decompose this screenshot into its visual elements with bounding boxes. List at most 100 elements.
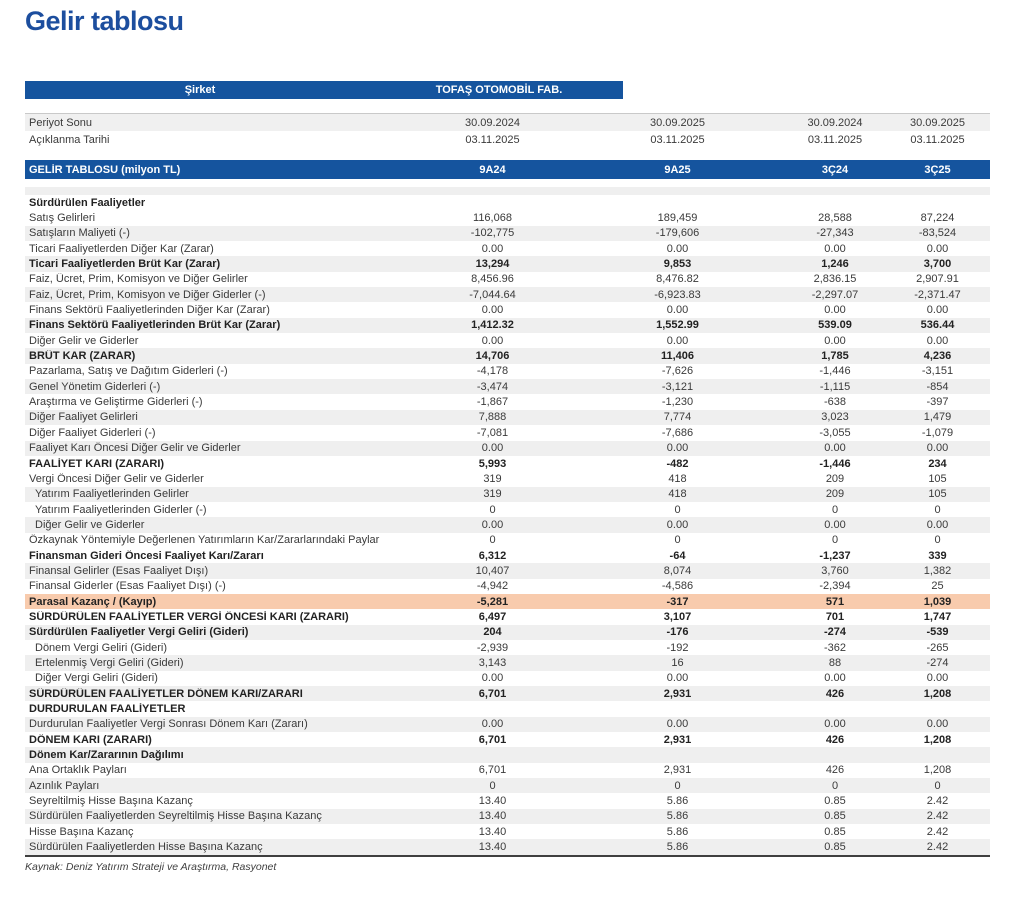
cell-value: 1,246	[821, 258, 849, 271]
row-label: Vergi Öncesi Diğer Gelir ve Giderler	[29, 472, 204, 485]
cell-value: -4,178	[476, 365, 509, 378]
cell-value: 0.00	[481, 718, 504, 731]
row-label: FAALİYET KARI (ZARARI)	[29, 457, 165, 470]
cell-value: 0	[674, 503, 681, 516]
table-row: Yatırım Faaliyetlerinden Giderler (-) 0 0 0…	[25, 502, 990, 517]
cell-value: 03.11.2025	[650, 133, 705, 146]
cell-value: 0.00	[481, 242, 504, 255]
cell-value: 0.00	[824, 518, 846, 531]
table-row: Sürdürülen Faaliyetler Vergi Geliri (Gid…	[25, 624, 990, 640]
cell-value: 0.00	[926, 672, 949, 685]
meta-rows: Periyot Sonu 30.09.2024 30.09.2025 30.09.20…	[25, 113, 990, 148]
cell-value: 1,382	[923, 564, 952, 577]
row-label: Finans Sektörü Faaliyetlerinden Brüt Kar…	[29, 319, 281, 332]
cell-value: 0.00	[926, 718, 949, 731]
row-label: Sürdürülen Faaliyetler Vergi Geliri (Gid…	[29, 626, 249, 639]
table-row: Sürdürülen Faaliyetlerden Seyreltilmiş H…	[25, 808, 990, 825]
cell-value: 0	[831, 779, 839, 792]
table-row: Finans Sektörü Faaliyetlerinden Brüt Kar…	[25, 317, 990, 334]
row-label: Durdurulan Faaliyetler Vergi Sonrası Dön…	[29, 718, 308, 731]
cell-value: -64	[669, 549, 686, 562]
table-row: Diğer Gelir ve Giderler 0.00 0.00 0.00 0.00	[25, 517, 990, 533]
row-label: Ana Ortaklık Payları	[29, 764, 127, 777]
cell-value: -7,081	[476, 426, 509, 439]
source-note: Kaynak: Deniz Yatırım Strateji ve Araştı…	[25, 860, 277, 873]
cell-value: -4,586	[661, 580, 694, 593]
report-page: Gelir tablosu Şirket TOFAŞ OTOMOBİL FAB.…	[25, 6, 990, 873]
cell-value: -192	[666, 641, 689, 654]
cell-value: 5.86	[666, 810, 689, 823]
cell-value: -7,626	[661, 365, 694, 378]
cell-value: 0	[674, 534, 681, 547]
table-row: Satışların Maliyeti (-) -102,775 -179,606 -…	[25, 225, 990, 242]
cell-value: 0.85	[824, 810, 846, 823]
cell-value: 13,294	[475, 258, 510, 271]
table-row: Faaliyet Karı Öncesi Diğer Gelir ve Gide…	[25, 440, 990, 456]
cell-value: 0.00	[926, 334, 949, 347]
cell-value: 13.40	[478, 795, 507, 808]
table-row: SÜRDÜRÜLEN FAALİYETLER DÖNEM KARI/ZARARI…	[25, 686, 990, 702]
table-row: Dönem Vergi Geliri (Gideri) -2,939 -192 -36…	[25, 640, 990, 655]
cell-value: 1,479	[923, 411, 952, 424]
cell-value: 1,747	[923, 610, 952, 623]
cell-value: 1,785	[821, 350, 849, 363]
cell-value: 426	[825, 687, 845, 700]
cell-value: 0.00	[481, 672, 504, 685]
cell-value: -83,524	[918, 227, 957, 240]
cell-value: -274	[926, 656, 949, 669]
table-row: BRÜT KAR (ZARAR) 14,706 11,406 1,785 4,236	[25, 348, 990, 364]
table-row: DURDURULAN FAALİYETLER	[25, 701, 990, 716]
row-label: Finans Sektörü Faaliyetlerinden Diğer Ka…	[29, 304, 270, 317]
cell-value: -1,867	[476, 396, 509, 409]
table-row: Sürdürülen Faaliyetlerden Hisse Başına K…	[25, 839, 990, 855]
table-header-label: GELİR TABLOSU (milyon TL)	[29, 163, 181, 176]
row-label: Ticari Faaliyetlerden Diğer Kar (Zarar)	[29, 242, 214, 255]
cell-value: -176	[666, 626, 689, 639]
table-row: Diğer Faaliyet Giderleri (-) -7,081 -7,686…	[25, 425, 990, 440]
cell-value: 418	[668, 488, 687, 501]
cell-value: 0	[489, 779, 496, 792]
cell-value: 319	[483, 472, 502, 485]
row-label: Diğer Vergi Geliri (Gideri)	[35, 672, 158, 685]
cell-value: -854	[926, 380, 949, 393]
row-label: Diğer Faaliyet Gelirleri	[29, 411, 138, 424]
cell-value: 0	[831, 503, 839, 516]
cell-value: 0.00	[824, 672, 846, 685]
column-header-9a24: 9A24	[479, 163, 506, 176]
cell-value: 0.00	[926, 242, 949, 255]
table-row: Sürdürülen Faaliyetler	[25, 195, 990, 210]
cell-value: 5.86	[666, 795, 689, 808]
cell-value: 3,143	[478, 656, 507, 669]
cell-value: 0.00	[926, 304, 949, 317]
cell-value: -7,686	[661, 426, 694, 439]
column-header-9a25: 9A25	[664, 163, 691, 176]
cell-value: 8,074	[663, 564, 692, 577]
cell-value: 30.09.2024	[807, 116, 863, 129]
cell-value: -274	[823, 626, 847, 639]
cell-value: -4,942	[476, 580, 509, 593]
row-label: Yatırım Faaliyetlerinden Gelirler	[35, 488, 189, 501]
cell-value: 8,476.82	[656, 273, 699, 286]
row-label: Ticari Faaliyetlerden Brüt Kar (Zarar)	[29, 258, 221, 271]
cell-value: 1,039	[923, 595, 952, 608]
cell-value: 3,107	[663, 610, 692, 623]
cell-value: 10,407	[475, 564, 510, 577]
cell-value: -1,115	[819, 380, 851, 393]
company-label: Şirket	[184, 84, 216, 96]
table-row: Diğer Gelir ve Giderler 0.00 0.00 0.00 0.00	[25, 333, 990, 348]
cell-value: 1,208	[923, 733, 952, 746]
table-row: Durdurulan Faaliyetler Vergi Sonrası Dön…	[25, 716, 990, 733]
cell-value: 8,456.96	[471, 273, 514, 286]
cell-value: 88	[828, 656, 842, 669]
row-label: Hisse Başına Kazanç	[29, 825, 134, 838]
cell-value: 0	[489, 534, 496, 547]
cell-value: -397	[926, 396, 949, 409]
table-row: Finansal Giderler (Esas Faaliyet Dışı) (…	[25, 579, 990, 594]
cell-value: -2,297.07	[811, 288, 859, 301]
cell-value: 25	[931, 580, 944, 593]
cell-value: 0	[934, 779, 941, 792]
cell-value: 03.11.2025	[807, 133, 863, 146]
row-label: Seyreltilmiş Hisse Başına Kazanç	[29, 795, 193, 808]
cell-value: 13.40	[478, 810, 507, 823]
cell-value: 204	[483, 626, 502, 639]
